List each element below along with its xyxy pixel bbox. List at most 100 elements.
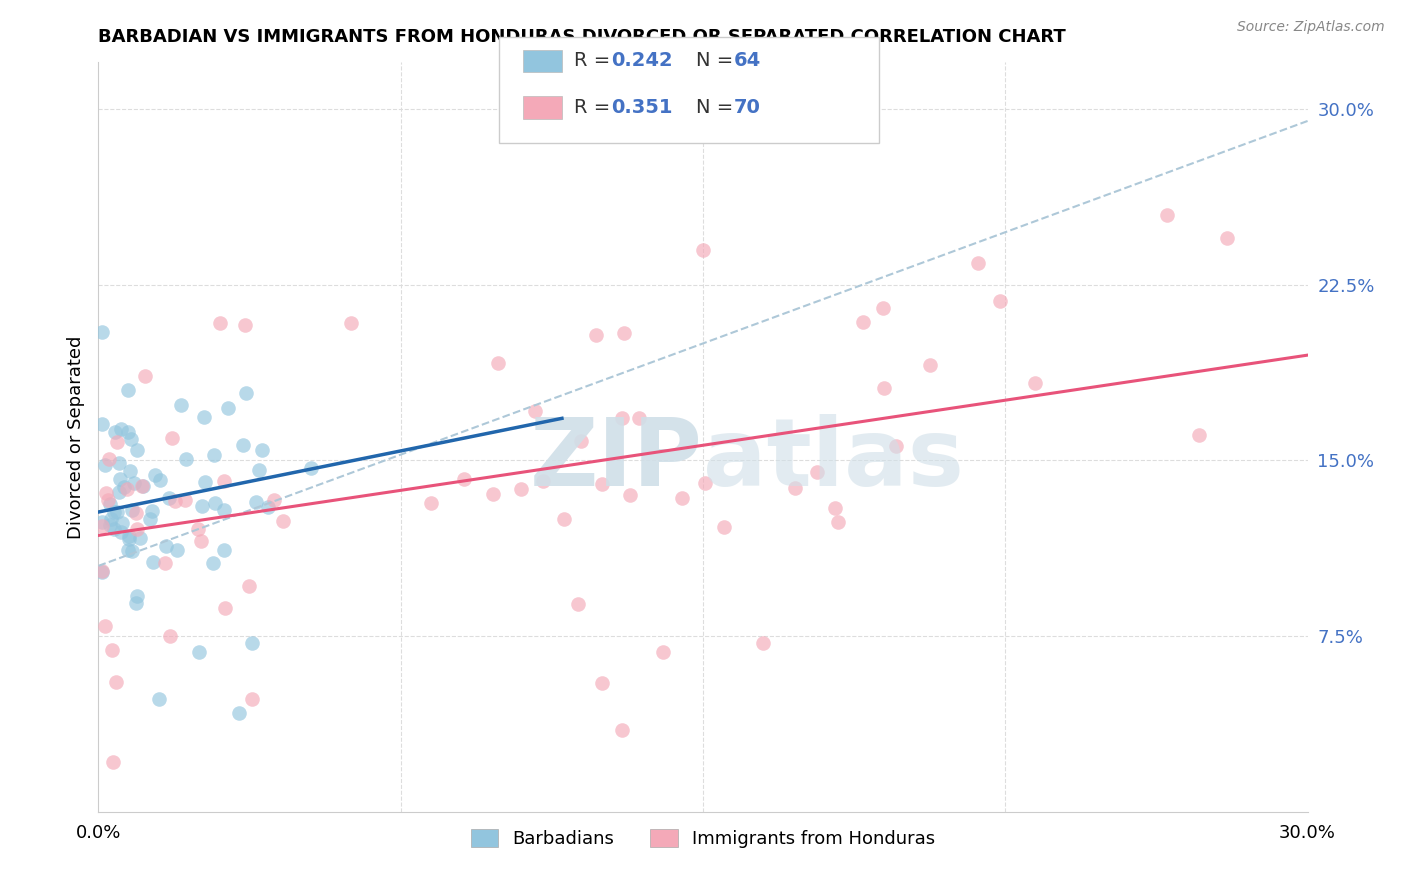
Point [671,491,693,505]
Point [160,431,183,445]
Point [240,692,263,706]
Point [612,723,634,737]
Point [827,515,849,529]
Point [103,522,125,536]
Point [187,522,209,536]
Point [98,518,121,533]
Text: 64: 64 [734,51,761,70]
Point [112,480,135,494]
Point [553,511,575,525]
Point [990,294,1012,309]
Point [806,465,828,479]
Point [139,512,162,526]
Point [217,401,239,416]
Point [257,500,280,514]
Point [613,326,636,340]
Point [824,500,846,515]
Point [193,475,215,490]
Point [104,674,127,689]
Point [193,410,215,425]
Point [240,636,263,650]
Point [142,555,165,569]
Point [148,692,170,706]
Point [125,589,148,603]
Point [190,534,212,549]
Point [110,472,132,486]
Point [98,497,121,511]
Point [122,476,145,491]
Point [204,496,226,510]
Point [1188,427,1211,442]
Point [873,381,896,395]
Point [94,458,117,472]
Y-axis label: Divorced or Separated: Divorced or Separated [66,335,84,539]
Point [128,532,150,546]
Point [1024,376,1046,390]
Point [170,398,193,412]
Text: R =: R = [574,51,616,70]
Point [134,369,156,384]
Point [157,491,180,506]
Point [591,676,613,690]
Point [101,643,124,657]
Point [619,488,641,502]
Point [118,529,141,543]
Point [94,619,117,633]
Point [651,646,673,660]
Text: Source: ZipAtlas.com: Source: ZipAtlas.com [1237,20,1385,34]
Point [299,460,322,475]
Point [100,512,122,526]
Point [91,565,114,579]
Point [108,485,131,500]
Point [94,486,117,500]
Point [91,417,114,431]
Point [692,243,714,257]
Text: N =: N = [696,97,740,117]
Point [591,476,613,491]
Point [188,646,211,660]
Point [117,425,139,439]
Point [125,596,148,610]
Point [212,543,235,558]
Point [103,505,125,519]
Point [247,463,270,477]
Text: 0.242: 0.242 [612,51,673,70]
Text: BARBADIAN VS IMMIGRANTS FROM HONDURAS DIVORCED OR SEPARATED CORRELATION CHART: BARBADIAN VS IMMIGRANTS FROM HONDURAS DI… [98,28,1066,45]
Point [115,482,138,496]
Point [482,486,505,500]
Point [752,636,775,650]
Point [105,505,128,519]
Point [127,522,149,536]
Point [98,452,121,467]
Point [201,556,224,570]
Point [228,706,250,721]
Point [153,557,176,571]
Point [166,543,188,558]
Point [340,316,363,330]
Point [966,255,988,269]
Point [159,629,181,643]
Point [852,316,875,330]
Point [105,435,128,450]
Point [125,506,148,520]
Point [173,493,195,508]
Text: N =: N = [696,51,740,70]
Point [108,456,131,470]
Point [131,479,153,493]
Point [118,464,141,478]
Point [91,564,114,578]
Point [263,493,285,508]
Point [785,481,807,495]
Point [420,496,443,510]
Point [143,468,166,483]
Point [127,442,149,457]
Point [453,472,475,486]
Point [627,411,650,425]
Point [238,579,260,593]
Text: ZIP: ZIP [530,414,703,506]
Point [531,474,554,488]
Point [214,600,236,615]
Point [271,514,294,528]
Point [204,448,226,462]
Point [97,492,120,507]
